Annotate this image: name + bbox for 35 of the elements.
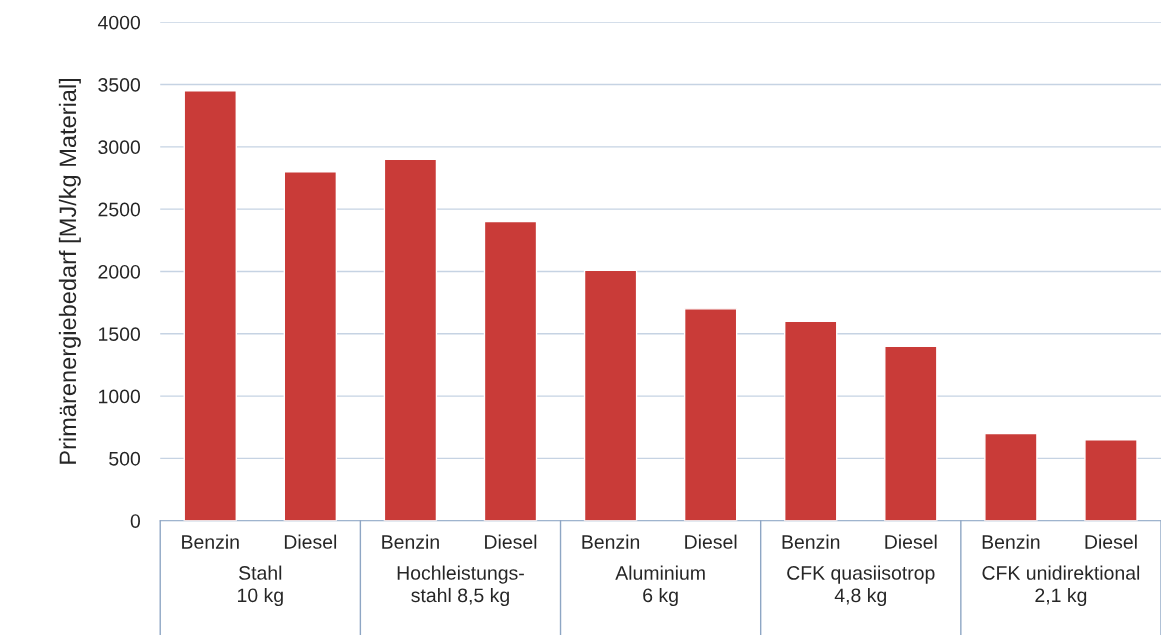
x-tick-label: Diesel [1085,534,1137,549]
y-tick-label: 1500 [99,327,141,342]
text: Stahl 10 kg [238,565,283,607]
bar [383,158,438,521]
x-tick-label: Benzin [182,534,239,549]
text: CFK unidirektional 2,1 kg [982,565,1140,607]
y-tick-label: 500 [109,451,141,466]
y-tick-label: 3000 [98,140,141,155]
x-tick-label: Diesel [284,534,337,549]
x-tick-label: Benzin [582,534,640,549]
y-tick-label: 3500 [98,78,141,92]
y-axis-title: Primärenergiebedarf [MJ/kg Material] [58,78,81,464]
x-tick-label: Benzin [782,534,840,549]
x-tick-label: Diesel [485,534,537,549]
x-tick-label: Benzin [382,534,439,549]
bar [984,432,1038,521]
bar [1084,439,1138,521]
y-tick-label: 2500 [98,202,141,217]
bar [583,269,638,521]
bar [283,171,338,521]
bar [683,308,738,521]
x-tick-label: Diesel [685,534,737,549]
y-tick-label: 4000 [97,15,141,30]
y-tick-label: 2000 [98,264,141,279]
bar [884,345,938,521]
x-tick-label: Benzin [982,534,1040,549]
bar [183,90,237,521]
text: CFK quasiisotrop 4,8 kg [787,565,935,607]
bar [483,220,538,521]
text: Aluminium 6 kg [615,565,705,607]
y-tick-label: 0 [130,514,141,528]
bar [784,320,838,521]
x-tick-label: Diesel [885,534,937,549]
text: Hochleistungs- stahl 8,5 kg [397,565,524,607]
y-tick-label: 1000 [99,389,141,404]
